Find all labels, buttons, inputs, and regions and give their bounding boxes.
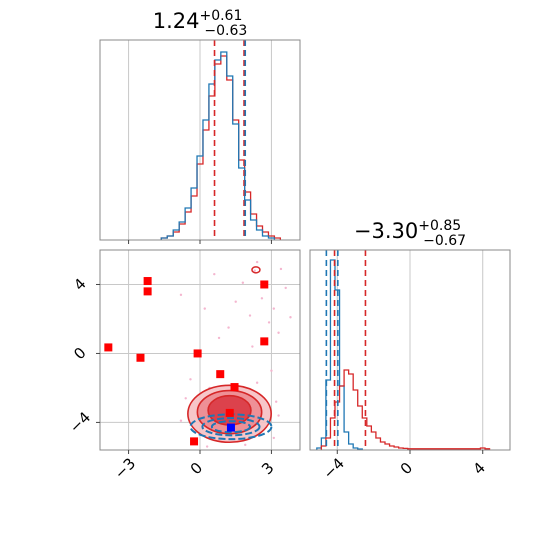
x-tick-label: 3: [258, 459, 277, 478]
marginal-title-param-2: −3.30+0.85 −0.67: [354, 218, 466, 249]
red-square-marker: [193, 349, 202, 358]
x-tick-label: −3: [111, 454, 139, 482]
histogram-blue: [160, 51, 276, 240]
scatter-point: [241, 281, 245, 284]
y-tick-label: 4: [70, 275, 89, 294]
marginal-histogram-param-1: 1.24+0.61 −0.63: [99, 8, 301, 244]
scatter-point: [279, 267, 283, 271]
scatter-point: [260, 297, 264, 300]
red-square-marker: [136, 353, 145, 362]
red-square-marker: [190, 437, 199, 446]
histogram-layer: [316, 250, 491, 450]
red-square-marker: [260, 337, 269, 346]
scatter-point: [270, 369, 273, 372]
red-square-marker: [230, 383, 239, 392]
blue-contour: [201, 417, 261, 437]
histogram-blue: [316, 259, 363, 450]
marginal-title-param-1: 1.24+0.61 −0.63: [153, 8, 248, 39]
marginal-histogram-param-2: −4 0 4 −3.30+0.85 −0.67: [309, 218, 511, 483]
scatter-point: [272, 307, 276, 310]
scatter-point: [284, 286, 287, 290]
scatter-point: [217, 336, 221, 340]
red-square-marker: [104, 343, 113, 352]
scatter-point: [255, 381, 259, 384]
scatter-point: [213, 272, 216, 276]
joint-density-panel: −3 0 3 −4 0 4: [66, 249, 301, 483]
red-square-marker: [260, 280, 269, 289]
red-square-marker: [225, 408, 234, 417]
joint-layer: [100, 250, 300, 450]
scatter-point: [277, 331, 280, 334]
blue-contour: [210, 420, 251, 434]
scatter-point: [277, 414, 280, 417]
red-square-marker: [143, 277, 152, 286]
y-tick-label: 0: [70, 344, 89, 363]
red-square-marker: [216, 370, 225, 379]
scatter-point: [248, 314, 252, 317]
outlier-contour: [251, 266, 261, 274]
scatter-point: [289, 316, 292, 319]
scatter-point: [184, 397, 187, 400]
histogram-red: [320, 369, 491, 450]
scatter-point: [234, 300, 237, 303]
scatter-point: [272, 436, 276, 440]
x-tick-label: −4: [320, 454, 348, 482]
scatter-point: [253, 269, 256, 272]
scatter-point: [179, 293, 183, 297]
scatter-point: [205, 445, 209, 448]
scatter-point: [244, 443, 247, 447]
red-square-marker: [143, 287, 152, 296]
scatter-point: [255, 260, 259, 264]
scatter-point: [203, 307, 206, 310]
scatter-point: [274, 400, 278, 403]
scatter-point: [251, 345, 254, 348]
blue-square-marker: [226, 423, 235, 432]
scatter-point: [227, 326, 230, 329]
scatter-point: [267, 321, 271, 324]
x-tick-label: 0: [397, 459, 416, 478]
x-tick-label: 4: [469, 459, 488, 478]
y-tick-label: −4: [66, 408, 94, 436]
scatter-point: [189, 378, 192, 381]
histogram-layer: [128, 40, 282, 240]
x-tick-label: 0: [187, 459, 206, 478]
scatter-point: [179, 419, 183, 422]
